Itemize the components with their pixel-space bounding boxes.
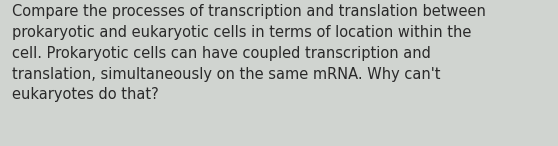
Text: Compare the processes of transcription and translation between
prokaryotic and e: Compare the processes of transcription a… [12, 4, 486, 102]
